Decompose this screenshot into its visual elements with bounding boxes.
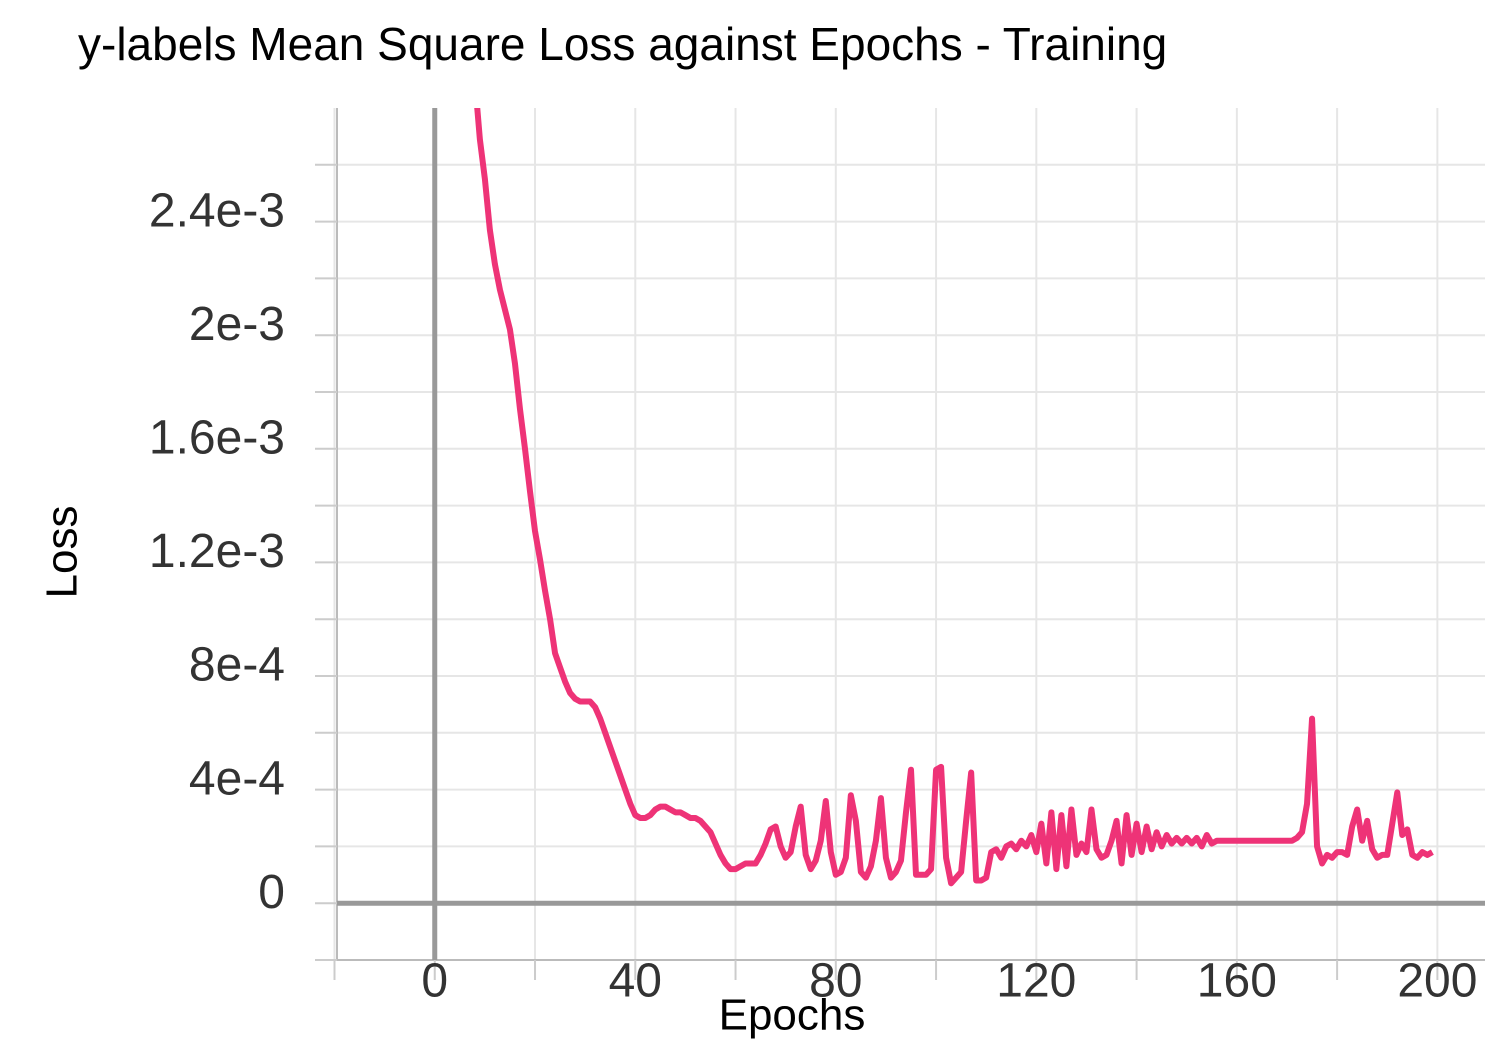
x-tick-label: 80 <box>809 955 862 1008</box>
x-tick-label: 200 <box>1397 955 1477 1008</box>
x-tick-label: 0 <box>421 955 448 1008</box>
plot-area <box>474 108 1434 887</box>
x-tick-label: 160 <box>1197 955 1277 1008</box>
y-tick-label: 8e-4 <box>189 639 285 692</box>
tick-labels: 0 40 80 120 160 200 0 4e-4 8e-4 1.2e-3 1.6e-3 2e-3 2… <box>149 184 1478 1007</box>
chart-title: y-labels Mean Square Loss against Epochs… <box>78 18 1167 70</box>
y-axis-label: Loss <box>38 506 87 599</box>
x-tick-label: 40 <box>609 955 662 1008</box>
y-tick-label: 1.6e-3 <box>149 411 285 464</box>
y-tick-label: 2.4e-3 <box>149 184 285 237</box>
loss-line <box>474 108 1434 887</box>
x-axis-label: Epochs <box>719 991 866 1040</box>
x-tick-label: 120 <box>996 955 1076 1008</box>
y-tick-label: 2e-3 <box>189 298 285 351</box>
y-tick-label: 0 <box>258 866 285 919</box>
y-tick-label: 1.2e-3 <box>149 525 285 578</box>
axes <box>315 108 1485 980</box>
grid <box>333 108 1485 961</box>
y-tick-label: 4e-4 <box>189 752 285 805</box>
